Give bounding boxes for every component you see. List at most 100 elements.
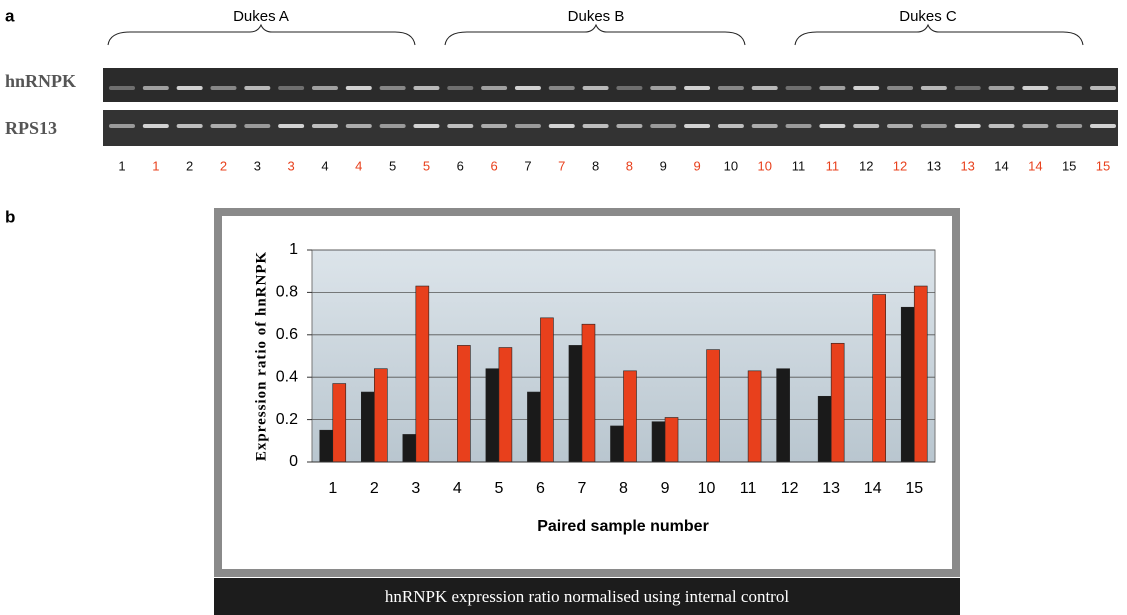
lane-label: 13 [960,158,974,173]
y-tick-label: 0.8 [276,284,298,301]
gel-band [819,124,845,128]
x-tick-label: 4 [453,480,462,497]
gel-band [210,124,236,128]
lane-label: 5 [423,158,430,173]
gel-band [887,124,913,128]
x-tick-label: 13 [822,480,840,497]
lane-label: 11 [792,158,806,173]
gel-band [177,86,203,90]
gel-band [583,86,609,90]
gel-band [1056,86,1082,90]
gel-band [1056,124,1082,128]
bar [374,369,387,462]
bar [652,422,665,462]
gel-band [1090,124,1116,128]
lane-label: 2 [186,158,193,173]
group-label: Dukes B [568,8,625,25]
gel-band [1090,86,1116,90]
y-tick-label: 0.2 [276,411,298,428]
x-tick-label: 3 [411,480,420,497]
panel-label: a [5,6,15,25]
gel-band [413,86,439,90]
bar [403,434,416,462]
bar [914,286,927,462]
gel-band [718,86,744,90]
gel-band [143,124,169,128]
brace [108,25,415,45]
gel-band [380,124,406,128]
gel-band [549,124,575,128]
gel-band [752,124,778,128]
bar [320,430,333,462]
lane-label: 14 [1028,158,1042,173]
figure: a b Dukes A Dukes B Dukes C hnRNPK RPS13… [0,0,1127,615]
gel-band [650,124,676,128]
gel-band [177,124,203,128]
bar [582,324,595,462]
x-tick-label: 5 [494,480,503,497]
y-tick-label: 0 [289,453,298,470]
lane-label: 1 [118,158,125,173]
group-label: Dukes C [899,8,957,25]
lane-label: 13 [927,158,941,173]
gel-band [684,124,710,128]
bar [540,318,553,462]
x-tick-label: 9 [661,480,670,497]
lane-label: 3 [254,158,261,173]
row-label: hnRNPK [5,71,76,91]
bar [665,417,678,462]
gel-band [887,86,913,90]
bar [569,345,582,462]
bar [611,426,624,462]
bar [361,392,374,462]
gel-band [786,124,812,128]
gel-band [515,124,541,128]
bar [499,348,512,462]
gel-band [752,86,778,90]
caption: hnRNPK expression ratio normalised using… [385,587,789,606]
lane-label: 12 [859,158,873,173]
lane-label: 9 [660,158,667,173]
y-axis-title: Expression ratio of hnRNPK [253,251,269,461]
gel-band [481,86,507,90]
x-tick-label: 7 [578,480,587,497]
x-tick-label: 1 [328,480,337,497]
gel-band [312,86,338,90]
brace [795,25,1083,45]
y-tick-label: 0.6 [276,326,298,343]
bar [486,369,499,462]
gel-band [583,124,609,128]
x-tick-label: 10 [698,480,716,497]
gel-band [853,86,879,90]
gel-band [447,124,473,128]
gel-band [1022,124,1048,128]
gel-band [650,86,676,90]
lane-label: 8 [626,158,633,173]
x-tick-label: 14 [864,480,882,497]
lane-label: 2 [220,158,227,173]
gel-band [210,86,236,90]
gel-band [380,86,406,90]
bar [457,345,470,462]
gel-band [109,86,135,90]
gel-band [684,86,710,90]
lane-label: 4 [355,158,362,173]
bar [748,371,761,462]
gel-band [312,124,338,128]
lane-label: 6 [457,158,464,173]
lane-label: 4 [321,158,328,173]
bar [527,392,540,462]
row-label: RPS13 [5,118,57,138]
lane-label: 12 [893,158,907,173]
x-tick-label: 8 [619,480,628,497]
lane-label: 14 [994,158,1008,173]
bar [707,350,720,462]
bar [818,396,831,462]
lane-label: 6 [490,158,497,173]
panel-label: b [5,207,15,226]
lane-label: 1 [152,158,159,173]
gel-band [616,124,642,128]
gel-band [278,124,304,128]
y-tick-label: 0.4 [276,368,298,385]
gel-band [921,124,947,128]
